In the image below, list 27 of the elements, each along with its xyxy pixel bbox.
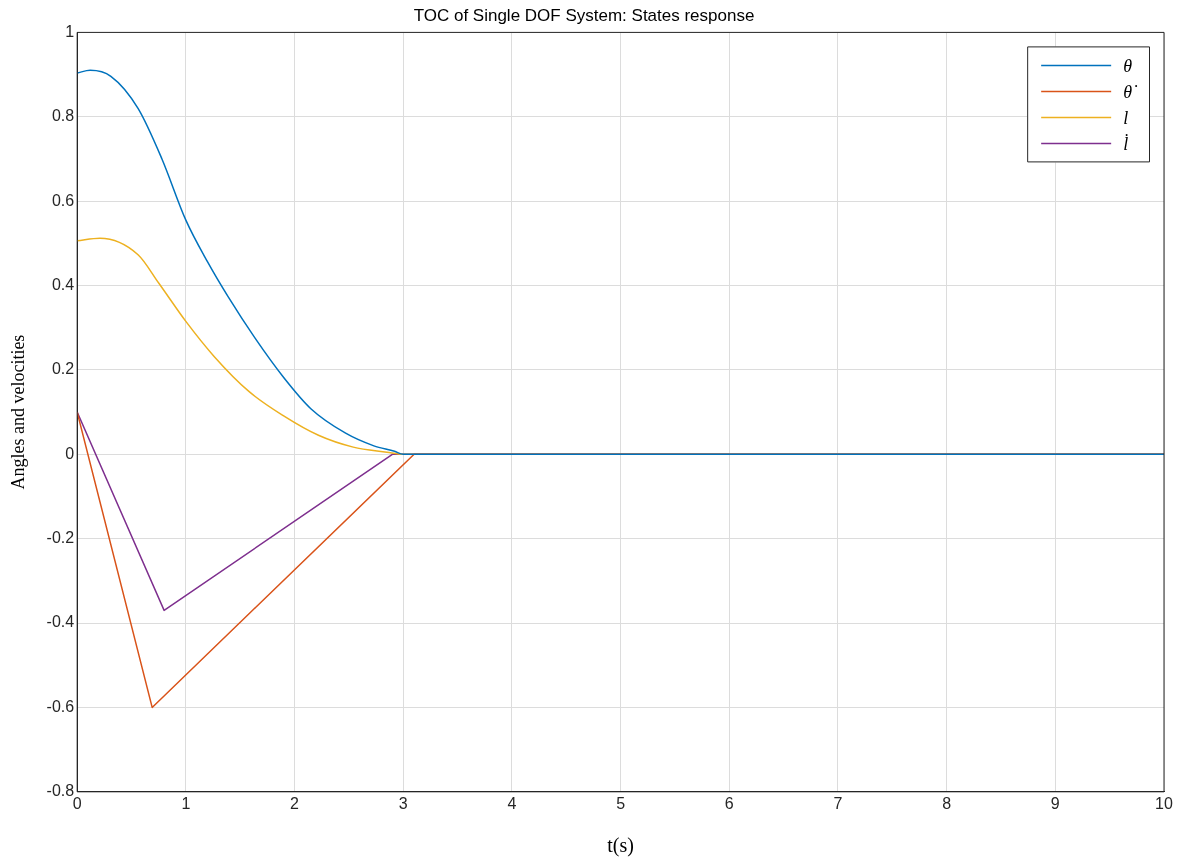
legend-label: l̇ bbox=[1123, 132, 1129, 155]
x-tick-label: 9 bbox=[1050, 794, 1060, 812]
y-tick-label: -0.4 bbox=[46, 613, 75, 631]
y-axis-title: Angles and velocities bbox=[7, 334, 28, 490]
y-tick-label: -0.8 bbox=[46, 782, 75, 800]
x-axis-title: t(s) bbox=[607, 834, 634, 858]
x-tick-label: 8 bbox=[942, 794, 952, 812]
y-tick-label: 0.8 bbox=[51, 107, 75, 125]
legend-label: θ̇ bbox=[1123, 82, 1138, 103]
y-tick-label: -0.6 bbox=[46, 697, 75, 715]
y-tick-label: -0.2 bbox=[46, 529, 75, 547]
legend-label: l bbox=[1123, 108, 1129, 129]
y-tick-label: 0 bbox=[65, 444, 75, 462]
x-tick-label: 7 bbox=[833, 794, 843, 812]
x-tick-label: 6 bbox=[724, 794, 734, 812]
y-tick-label: 0.4 bbox=[51, 275, 75, 293]
x-tick-label: 5 bbox=[616, 794, 626, 812]
y-tick-label: 0.2 bbox=[51, 360, 75, 378]
chart-title: TOC of Single DOF System: States response bbox=[413, 5, 755, 25]
y-tick-label: 1 bbox=[65, 22, 75, 40]
x-tick-label: 10 bbox=[1155, 794, 1173, 812]
legend-label: θ bbox=[1123, 56, 1133, 77]
x-tick-label: 2 bbox=[290, 794, 300, 812]
x-tick-label: 1 bbox=[181, 794, 191, 812]
y-tick-label: 0.6 bbox=[51, 191, 75, 209]
x-tick-label: 4 bbox=[507, 794, 517, 812]
x-tick-label: 3 bbox=[398, 794, 408, 812]
